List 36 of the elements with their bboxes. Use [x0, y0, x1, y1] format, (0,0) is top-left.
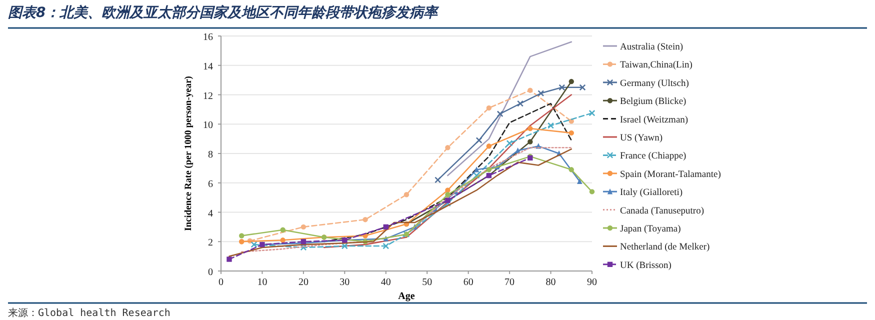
x-axis-title: Age [398, 291, 416, 302]
legend-label: Germany (Ultsch) [620, 78, 689, 89]
legend-label: Belgium (Blicke) [620, 97, 686, 108]
legend-label: Taiwan,China(Lin) [620, 60, 692, 71]
legend-label: US (Yawn) [620, 134, 663, 144]
legend-label: France (Chiappe) [620, 152, 686, 162]
x-tick-label: 10 [257, 277, 268, 288]
x-tick-label: 70 [504, 277, 515, 288]
y-tick-label: 4 [208, 208, 213, 220]
chart-title: 图表8：北美、欧洲及亚太部分国家及地区不同年龄段带状疱疹发病率 [8, 4, 440, 21]
legend-label: Italy (Gialloreti) [620, 188, 683, 198]
x-tick-label: 50 [422, 277, 432, 288]
y-tick-label: 14 [203, 61, 213, 72]
legend-label: Spain (Morant-Talamante) [620, 170, 721, 180]
y-tick-label: 12 [203, 90, 213, 102]
legend-label: Japan (Toyama) [620, 224, 681, 234]
legend-label: UK (Brisson) [620, 260, 672, 271]
x-tick-label: 80 [546, 277, 556, 288]
legend-label: Australia (Stein) [620, 42, 684, 52]
x-tick-label: 20 [298, 277, 308, 288]
legend-label: Netherland (de Melker) [620, 242, 710, 253]
y-tick-label: 8 [208, 150, 213, 160]
x-tick-label: 0 [218, 277, 224, 288]
x-tick-label: 60 [463, 277, 474, 288]
y-tick-label: 0 [208, 267, 213, 278]
x-tick-label: 90 [587, 277, 597, 288]
y-tick-label: 16 [203, 32, 213, 43]
x-tick-label: 40 [380, 277, 391, 288]
x-tick-label: 30 [340, 277, 350, 288]
y-tick-label: 10 [203, 120, 213, 132]
source-note: 来源：Global health Research [8, 307, 170, 319]
legend-label: Canada (Tanuseputro) [620, 206, 704, 216]
legend-label: Israel (Weitzman) [620, 115, 688, 126]
y-axis-title: Incidence Rate (per 1000 person-year) [184, 76, 194, 231]
y-tick-label: 2 [208, 238, 213, 249]
y-tick-label: 6 [208, 178, 213, 190]
